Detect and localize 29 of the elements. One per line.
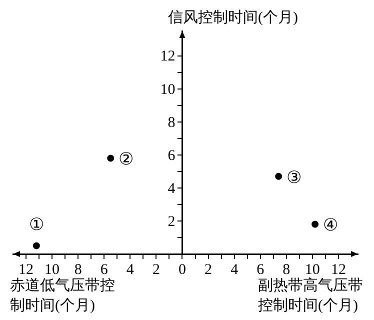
x-tick-label: 6	[256, 262, 265, 278]
annotation: ①	[28, 215, 44, 234]
annotation: ③	[286, 168, 302, 187]
annotation: ②	[118, 150, 134, 169]
y-tick-label: 10	[160, 82, 176, 98]
x-tick-label: 12	[18, 262, 34, 278]
text: 赤道低气压带控制时间(个月)	[10, 276, 116, 316]
y-tick-label: 8	[168, 114, 176, 131]
x-tick-label: 12	[330, 262, 346, 278]
x-tick-label: 4	[230, 262, 239, 278]
y-axis-title: 信风控制时间(个月)	[168, 8, 299, 28]
point	[312, 220, 319, 228]
y-tick-label: 6	[168, 148, 176, 164]
x-tick-label: 4	[126, 262, 134, 278]
x-tick-label: 8	[74, 262, 82, 278]
y-tick-label: 12	[160, 48, 176, 65]
y-tick-label: 2	[168, 214, 176, 230]
x-axis-title: 副热带高气压带控制时间(个月)	[258, 276, 364, 316]
y-tick-label: 4	[168, 180, 176, 197]
point	[32, 242, 40, 250]
annotation: ④	[323, 216, 338, 235]
x-tick-label: 8	[282, 262, 290, 278]
point	[275, 172, 282, 180]
x-tick-label: 2	[204, 262, 212, 278]
x-tick-label: 10	[304, 262, 320, 278]
x-tick-label: 10	[44, 262, 60, 278]
x-tick-label: 0	[178, 262, 186, 278]
x-tick-label: 6	[100, 262, 108, 278]
point	[107, 154, 114, 162]
